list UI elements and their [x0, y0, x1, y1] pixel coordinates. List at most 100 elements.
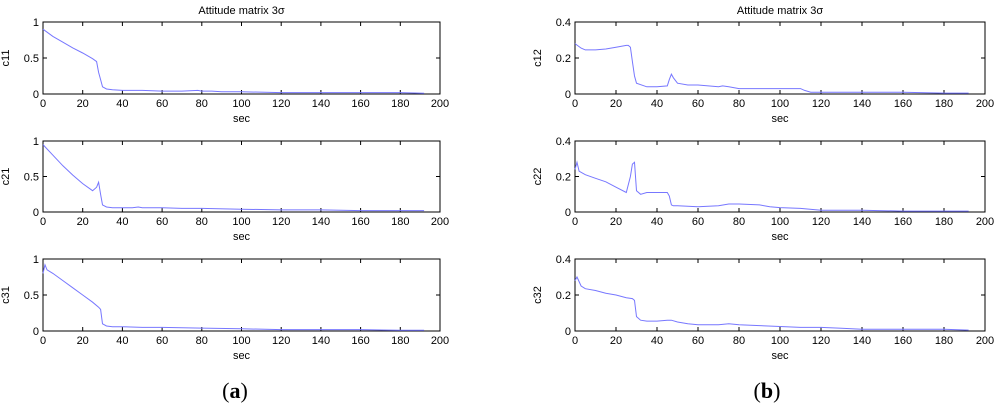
- x-tick-label: 40: [116, 335, 128, 347]
- y-axis-label: c12: [532, 49, 544, 67]
- panel-label: (a): [222, 378, 248, 403]
- x-tick-label: 60: [156, 335, 168, 347]
- x-tick-label: 180: [935, 335, 953, 347]
- x-tick-label: 200: [976, 335, 994, 347]
- x-tick-label: 40: [651, 98, 663, 110]
- x-tick-label: 160: [351, 335, 369, 347]
- panel-paren-open: (: [754, 378, 761, 403]
- panel-paren-open: (: [222, 378, 229, 403]
- y-tick-label: 0: [33, 326, 39, 338]
- series-line: [574, 43, 969, 94]
- y-tick-label: 0: [33, 207, 39, 219]
- y-tick-label: 0.2: [556, 172, 571, 184]
- x-axis-label: sec: [233, 231, 251, 243]
- x-tick-label: 0: [40, 216, 46, 228]
- panel-paren-close: ): [773, 378, 780, 403]
- y-tick-label: 0.4: [556, 136, 571, 148]
- chart-title: Attitude matrix 3σ: [737, 5, 823, 17]
- x-tick-label: 120: [272, 335, 290, 347]
- x-axis-label: sec: [771, 350, 789, 362]
- x-tick-label: 180: [391, 216, 409, 228]
- series-line: [42, 263, 425, 331]
- x-tick-label: 120: [812, 216, 830, 228]
- x-tick-label: 80: [733, 98, 745, 110]
- x-tick-label: 100: [232, 335, 250, 347]
- x-tick-label: 60: [156, 98, 168, 110]
- y-tick-label: 0.2: [556, 290, 571, 302]
- axes-box: [42, 140, 441, 213]
- x-tick-label: 40: [116, 98, 128, 110]
- series-line: [574, 275, 969, 331]
- x-tick-label: 100: [232, 216, 250, 228]
- x-tick-label: 160: [894, 216, 912, 228]
- panel-paren-close: ): [241, 378, 248, 403]
- x-tick-label: 160: [351, 98, 369, 110]
- y-tick-label: 0: [33, 89, 39, 101]
- x-tick-label: 80: [733, 335, 745, 347]
- y-axis-label: c22: [532, 168, 544, 186]
- y-tick-label: 0.2: [556, 53, 571, 65]
- x-tick-label: 140: [312, 335, 330, 347]
- series-line: [574, 160, 969, 212]
- chart-c22: 0 20 40 60 80 100 120 140 160 180 200 0 0.2 0.4 sec c22: [532, 136, 994, 243]
- x-tick-label: 20: [77, 98, 89, 110]
- x-axis-label: sec: [233, 113, 251, 125]
- x-tick-label: 80: [196, 98, 208, 110]
- axes-box: [574, 258, 986, 332]
- x-tick-label: 20: [610, 335, 622, 347]
- y-tick-label: 1: [33, 254, 39, 266]
- x-axis-label: sec: [771, 113, 789, 125]
- y-tick-label: 1: [33, 17, 39, 29]
- y-axis-label: c31: [0, 286, 12, 304]
- x-tick-label: 60: [692, 216, 704, 228]
- x-tick-label: 140: [312, 98, 330, 110]
- x-tick-label: 140: [312, 216, 330, 228]
- axes-box: [42, 258, 441, 332]
- y-tick-label: 0: [565, 89, 571, 101]
- x-tick-label: 0: [40, 335, 46, 347]
- x-tick-label: 120: [272, 98, 290, 110]
- y-tick-label: 0.5: [24, 290, 39, 302]
- y-axis-label: c11: [0, 50, 12, 67]
- x-tick-label: 200: [976, 216, 994, 228]
- x-tick-label: 160: [894, 98, 912, 110]
- chart-c21: 0 20 40 60 80 100 120 140 160 180 200 0 0.5 1 sec c21: [0, 136, 449, 243]
- x-tick-label: 100: [232, 98, 250, 110]
- x-tick-label: 40: [651, 335, 663, 347]
- y-tick-label: 0.4: [556, 254, 571, 266]
- x-tick-label: 120: [812, 335, 830, 347]
- chart-c31: 0 20 40 60 80 100 120 140 160 180 200 0 0.5 1 sec c31: [0, 254, 449, 362]
- y-axis-label: c21: [0, 168, 12, 186]
- x-axis-label: sec: [771, 231, 789, 243]
- x-tick-label: 160: [894, 335, 912, 347]
- x-tick-label: 20: [77, 216, 89, 228]
- panel-label: (b): [754, 378, 781, 403]
- x-tick-label: 120: [812, 98, 830, 110]
- x-axis-label: sec: [233, 350, 251, 362]
- x-tick-label: 80: [733, 216, 745, 228]
- axes-box: [574, 140, 986, 213]
- x-tick-label: 180: [391, 98, 409, 110]
- y-tick-label: 0.5: [24, 172, 39, 184]
- y-axis-label: c32: [532, 286, 544, 304]
- x-tick-label: 100: [771, 98, 789, 110]
- x-tick-label: 200: [431, 216, 449, 228]
- y-tick-label: 1: [33, 136, 39, 148]
- x-tick-label: 120: [272, 216, 290, 228]
- x-tick-label: 140: [853, 216, 871, 228]
- y-tick-label: 0.5: [24, 53, 39, 65]
- chart-c12: 0 20 40 60 80 100 120 140 160 180 200 0 0.2 0.4 sec c12…: [532, 5, 994, 125]
- axes-box: [42, 21, 441, 95]
- x-tick-label: 40: [651, 216, 663, 228]
- x-tick-label: 0: [572, 216, 578, 228]
- y-tick-label: 0: [565, 326, 571, 338]
- x-tick-label: 80: [196, 216, 208, 228]
- x-tick-label: 60: [692, 98, 704, 110]
- x-tick-label: 0: [572, 335, 578, 347]
- y-tick-label: 0: [565, 207, 571, 219]
- chart-c32: 0 20 40 60 80 100 120 140 160 180 200 0 0.2 0.4 sec c32: [532, 254, 994, 362]
- x-tick-label: 200: [431, 98, 449, 110]
- panel-letter: b: [761, 378, 773, 403]
- x-tick-label: 180: [935, 216, 953, 228]
